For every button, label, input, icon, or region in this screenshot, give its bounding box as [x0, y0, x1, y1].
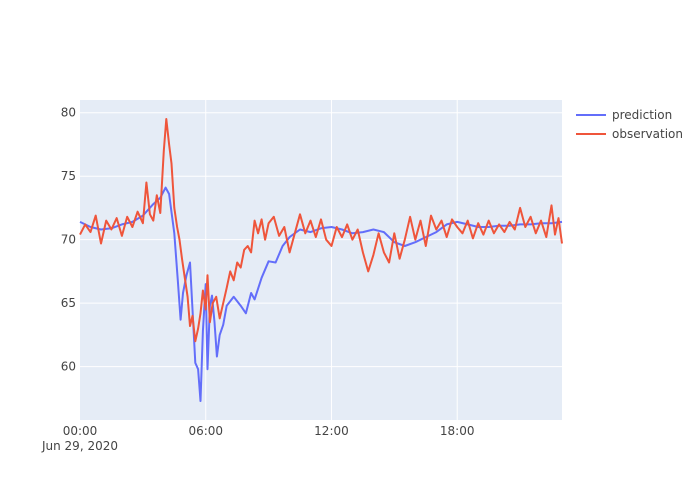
y-axis-ticks: 60 65 70 75 80 [61, 106, 76, 374]
x-tick-label: 12:00 [314, 424, 349, 438]
series-line-observation [79, 118, 563, 343]
legend-label: observation [612, 127, 683, 141]
y-tick-label: 70 [61, 233, 76, 247]
y-tick-label: 80 [61, 106, 76, 120]
x-tick-date-label: Jun 29, 2020 [41, 439, 118, 453]
x-tick-label: 00:00 [63, 424, 98, 438]
grid-lines [80, 100, 562, 420]
y-tick-label: 65 [61, 296, 76, 310]
legend-item-observation[interactable]: observation [576, 127, 683, 141]
legend-item-prediction[interactable]: prediction [576, 108, 672, 122]
series-lines [79, 118, 563, 402]
legend-label: prediction [612, 108, 672, 122]
series-line-prediction [79, 186, 563, 402]
legend[interactable]: prediction observation [576, 108, 683, 141]
x-tick-label: 18:00 [440, 424, 475, 438]
y-tick-label: 75 [61, 169, 76, 183]
x-tick-label: 06:00 [188, 424, 223, 438]
y-tick-label: 60 [61, 360, 76, 374]
plot-background [80, 100, 562, 420]
